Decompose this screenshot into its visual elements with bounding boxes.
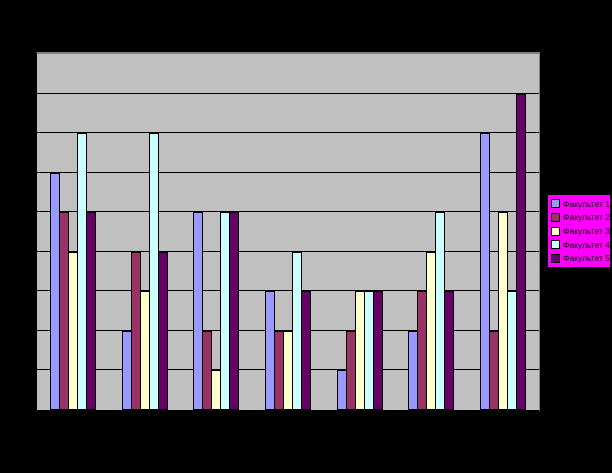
legend-label-1: Факультет 1 [563,198,611,209]
legend-key-swatch-3 [551,226,560,236]
bar-series5-group5 [372,291,383,410]
bar-group-6 [396,54,468,410]
bar-series5-group6 [444,291,455,410]
legend-item-3: Факультет 3 [551,224,610,238]
bars-layer [37,54,539,410]
bar-group-1 [37,54,109,410]
bar-series1-group3 [193,212,204,410]
legend: Факультет 1 Факультет 2 Факультет 3 Факульт… [547,194,611,268]
legend-label-5: Факультет 5 [563,253,611,264]
legend-item-1: Факультет 1 [551,197,610,211]
gridline-y5 [37,211,539,213]
legend-label-4: Факультет 4 [563,239,611,250]
legend-key-swatch-2 [551,212,560,222]
bar-series2-group3 [202,330,213,410]
gridline-y4 [37,250,539,252]
gridline-y7 [37,132,539,134]
bar-group-4 [252,54,324,410]
legend-item-2: Факультет 2 [551,211,610,225]
bar-series5-group2 [157,251,168,410]
legend-label-2: Факультет 2 [563,212,611,223]
legend-label-3: Факультет 3 [563,226,611,236]
bar-group-3 [180,54,252,410]
legend-key-swatch-4 [551,240,560,250]
gridline-y8 [37,92,539,94]
bar-group-7 [467,54,539,410]
gridline-y6 [37,171,539,173]
bar-group-2 [109,54,181,410]
bar-series5-group3 [229,212,240,410]
gridline-y2 [37,329,539,331]
legend-item-5: Факультет 5 [551,251,610,265]
bar-group-5 [324,54,396,410]
bar-series5-group7 [516,93,527,410]
bar-series5-group4 [301,291,312,410]
legend-key-swatch-1 [551,199,560,209]
legend-item-4: Факультет 4 [551,238,610,252]
bar-series1-group7 [480,133,491,410]
bar-series5-group1 [85,212,96,410]
plot-area [36,52,540,412]
gridline-y3 [37,290,539,292]
legend-key-swatch-5 [551,253,560,263]
